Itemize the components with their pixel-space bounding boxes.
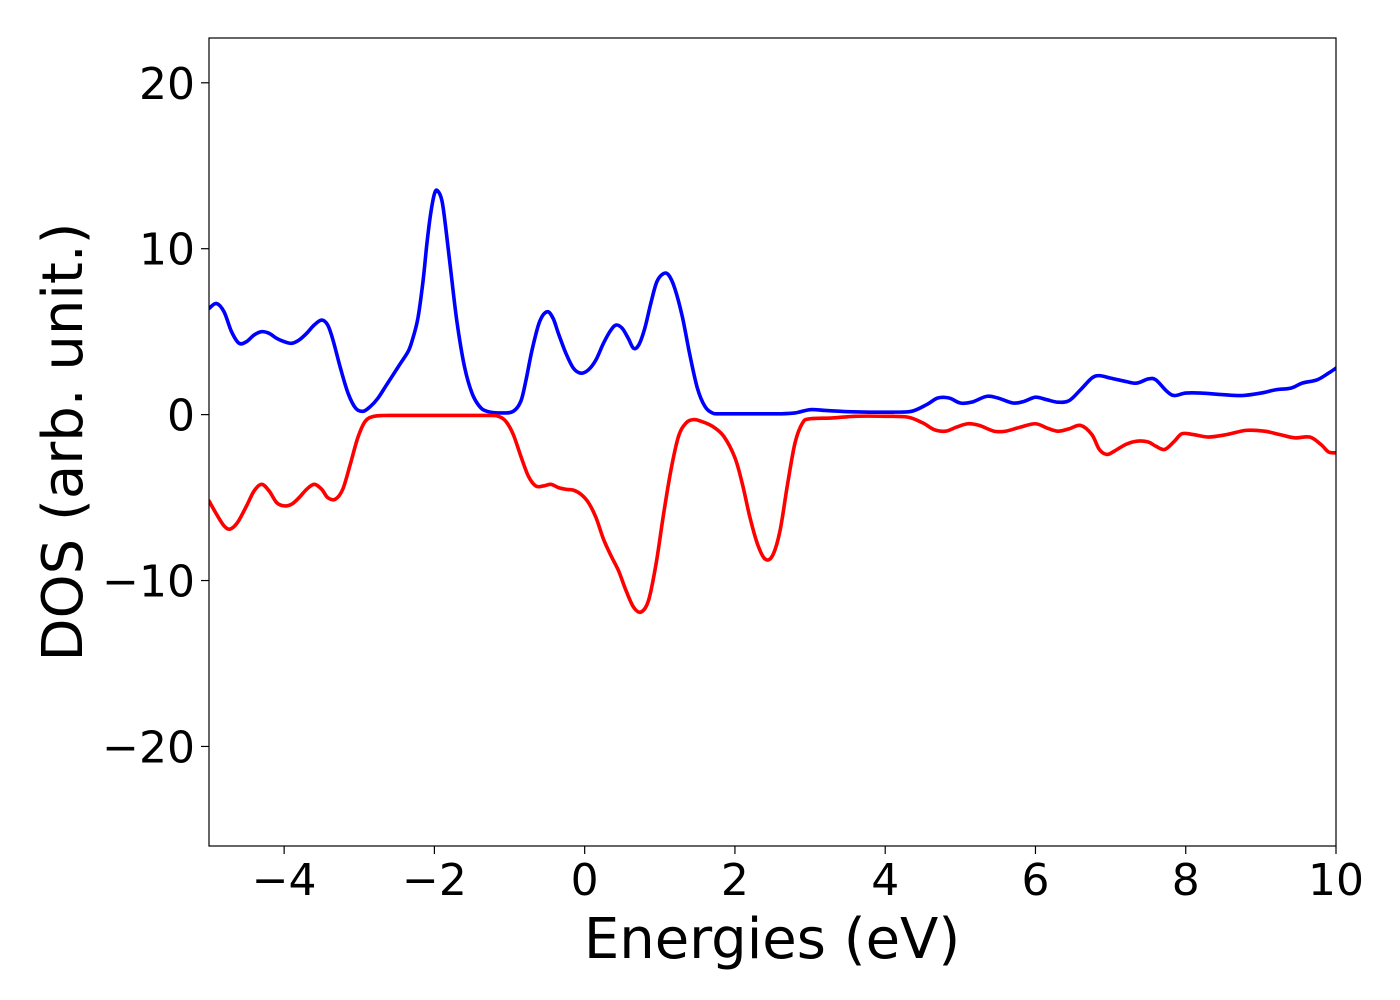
series-line-blue bbox=[209, 188, 1336, 416]
y-axis-label: DOS (arb. unit.) bbox=[31, 222, 96, 661]
y-axis-ticks: −20 −10 0 10 20 bbox=[102, 59, 209, 773]
x-tick-label: 6 bbox=[1021, 855, 1049, 906]
y-tick-label: 10 bbox=[139, 225, 195, 276]
x-tick-label: 8 bbox=[1172, 855, 1200, 906]
y-tick-label: −20 bbox=[102, 722, 195, 773]
x-tick-label: 0 bbox=[571, 855, 599, 906]
y-tick-label: 20 bbox=[139, 59, 195, 110]
x-tick-label: −4 bbox=[252, 855, 317, 906]
x-axis-label: Energies (eV) bbox=[584, 907, 960, 972]
plot-frame bbox=[208, 37, 1337, 847]
x-tick-label: 10 bbox=[1308, 855, 1364, 906]
series-layer bbox=[209, 188, 1336, 615]
x-tick-label: −2 bbox=[402, 855, 467, 906]
y-tick-label: 0 bbox=[167, 391, 195, 442]
x-tick-label: 2 bbox=[721, 855, 749, 906]
y-tick-label: −10 bbox=[102, 557, 195, 608]
series-line-red bbox=[209, 413, 1336, 615]
x-axis-ticks: −4 −2 0 2 4 6 8 10 bbox=[252, 846, 1364, 906]
x-tick-label: 4 bbox=[871, 855, 899, 906]
